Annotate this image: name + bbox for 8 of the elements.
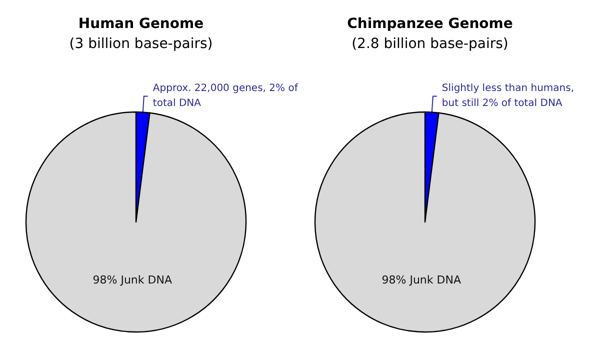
chart-subtitle: (2.8 billion base-pairs) — [352, 36, 508, 52]
chart-title: Human Genome — [78, 16, 204, 32]
chart-title: Chimpanzee Genome — [347, 16, 513, 32]
slice-label: 98% Junk DNA — [92, 273, 172, 286]
slice-label: Slightly less than humans, but still 2% of total DNA — [442, 83, 578, 110]
chart-subtitle: (3 billion base-pairs) — [69, 36, 213, 52]
slice-label: 98% Junk DNA — [382, 273, 462, 286]
slice-label: Approx. 22,000 genes, 2% of total DNA — [152, 83, 302, 110]
